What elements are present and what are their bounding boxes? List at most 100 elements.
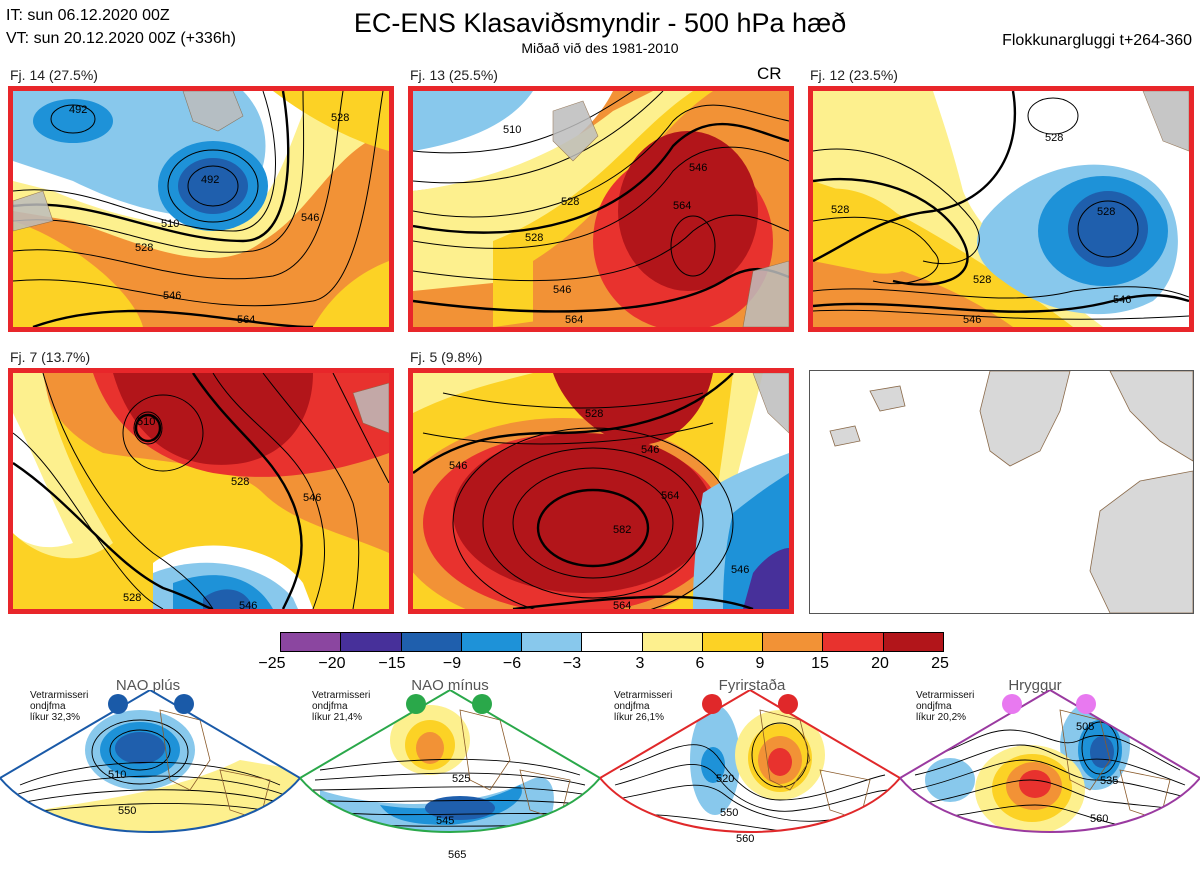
contour-label: 560	[736, 833, 754, 845]
contour-label: 565	[448, 849, 466, 861]
contour-label: 546	[731, 564, 749, 576]
contour-label: 546	[163, 290, 181, 302]
regime-stats: Vetrarmisseri ondjfma líkur 21,4%	[312, 690, 370, 723]
contour-label: 564	[673, 200, 691, 212]
cluster-map-4[interactable]: 510 528 546 546 528	[8, 368, 394, 614]
contour-label: 525	[452, 773, 470, 785]
regime-stat-line: líkur 21,4%	[312, 712, 363, 723]
contour-label: 492	[69, 104, 87, 116]
regime-stat-line: ondjfma	[916, 701, 952, 712]
contour-label: 528	[331, 112, 349, 124]
cluster-map-5[interactable]: 528 546 546 564 582 564 546	[408, 368, 794, 614]
contour-label: 564	[661, 490, 679, 502]
contour-label: 582	[613, 524, 631, 536]
regime-title: Fyrirstaða	[718, 677, 786, 694]
cluster-map-4-graphic: 510 528 546 546 528	[13, 373, 389, 609]
cluster-map-1-graphic: 492 492 510 528 528 546 546 564	[13, 91, 389, 327]
colorbar-segment	[641, 633, 702, 651]
colorbar-tick: 20	[871, 655, 889, 672]
contour-label: 546	[239, 600, 257, 609]
contour-label: 546	[963, 314, 981, 326]
colorbar-tick: 3	[635, 655, 645, 672]
contour-label: 510	[503, 124, 521, 136]
contour-label: 546	[449, 460, 467, 472]
contour-label: 546	[301, 212, 319, 224]
contour-label: 546	[553, 284, 571, 296]
cluster-label-3: Fj. 12 (23.5%)	[810, 67, 898, 83]
regime-stat-line: Vetrarmisseri	[916, 690, 975, 701]
cluster-map-2[interactable]: 510 528 528 546 564 546 564	[408, 86, 794, 332]
colorbar-segment	[882, 633, 943, 651]
contour-label: 510	[161, 218, 179, 230]
contour-label: 528	[973, 274, 991, 286]
reference-map	[809, 370, 1194, 614]
reference-map-graphic	[829, 371, 1193, 613]
contour-label: 528	[1045, 132, 1063, 144]
contour-label: 528	[135, 242, 153, 254]
cluster-tag-cr: CR	[757, 64, 782, 83]
regime-dot	[1002, 694, 1022, 714]
colorbar-tick: −20	[318, 655, 346, 672]
regime-stat-line: Vetrarmisseri	[30, 690, 89, 701]
page-subtitle: Miðað við des 1981-2010	[521, 40, 679, 56]
colorbar-segment	[400, 633, 461, 651]
colorbar	[280, 632, 944, 652]
init-time: IT: sun 06.12.2020 00Z	[6, 7, 170, 24]
contour-label: 560	[1090, 813, 1108, 825]
colorbar-segment	[762, 633, 823, 651]
cluster-label-4: Fj. 7 (13.7%)	[10, 349, 91, 365]
colorbar-tick: −15	[378, 655, 406, 672]
valid-time: VT: sun 20.12.2020 00Z (+336h)	[6, 30, 236, 47]
contour-label: 546	[689, 162, 707, 174]
regime-map-ridge: 505 535 560	[898, 688, 1200, 870]
contour-label: 546	[641, 444, 659, 456]
contour-label: 528	[231, 476, 249, 488]
regime-dot	[1076, 694, 1096, 714]
contour-label: 564	[613, 600, 631, 609]
contour-label: 528	[831, 204, 849, 216]
regime-map-nao-minus: 525 545 565	[298, 688, 602, 870]
classification-window: Flokkunargluggi t+264-360	[1002, 32, 1192, 49]
cluster-label-1: Fj. 14 (27.5%)	[10, 67, 98, 83]
colorbar-segment	[340, 633, 401, 651]
regime-map-nao-plus: 510 550	[0, 688, 302, 870]
colorbar-tick: −6	[502, 655, 522, 672]
contour-label: 510	[108, 769, 126, 781]
colorbar-tick: −25	[258, 655, 286, 672]
regime-stat-line: líkur 32,3%	[30, 712, 81, 723]
contour-label: 520	[716, 773, 734, 785]
colorbar-tick: 9	[755, 655, 765, 672]
cluster-map-5-graphic: 528 546 546 564 582 564 546	[413, 373, 789, 609]
regime-map-graphic: 510 550	[0, 688, 302, 833]
contour-label: 528	[525, 232, 543, 244]
contour-label: 545	[436, 815, 454, 827]
colorbar-tick: 15	[811, 655, 829, 672]
contour-label: 505	[1076, 721, 1094, 733]
cluster-map-2-graphic: 510 528 528 546 564 546 564	[413, 91, 789, 327]
regime-stat-line: líkur 26,1%	[614, 712, 665, 723]
regime-stat-line: ondjfma	[312, 701, 348, 712]
regime-map-blocking: 520 550 560	[598, 688, 902, 870]
regime-dot	[108, 694, 128, 714]
cluster-map-3[interactable]: 528 528 528 528 546 546	[808, 86, 1194, 332]
contour-label: 564	[565, 314, 583, 326]
regime-stats: Vetrarmisseri ondjfma líkur 20,2%	[916, 690, 974, 723]
regime-title: NAO mínus	[411, 677, 489, 694]
colorbar-segment	[281, 633, 341, 651]
cluster-label-5: Fj. 5 (9.8%)	[410, 349, 483, 365]
contour-label: 535	[1100, 775, 1118, 787]
contour-label: 550	[118, 805, 136, 817]
regime-stat-line: Vetrarmisseri	[312, 690, 371, 701]
cluster-map-1[interactable]: 492 492 510 528 528 546 546 564	[8, 86, 394, 332]
contour-label: 546	[303, 492, 321, 504]
regime-dot	[472, 694, 492, 714]
regime-dot	[702, 694, 722, 714]
contour-label: 528	[585, 408, 603, 420]
regime-stat-line: líkur 20,2%	[916, 712, 967, 723]
regime-map-graphic: 520 550 560	[598, 688, 902, 845]
regime-stat-line: ondjfma	[614, 701, 650, 712]
colorbar-segment	[701, 633, 763, 651]
regime-title: Hryggur	[1008, 677, 1062, 694]
colorbar-segment	[521, 633, 582, 651]
regime-dot	[174, 694, 194, 714]
